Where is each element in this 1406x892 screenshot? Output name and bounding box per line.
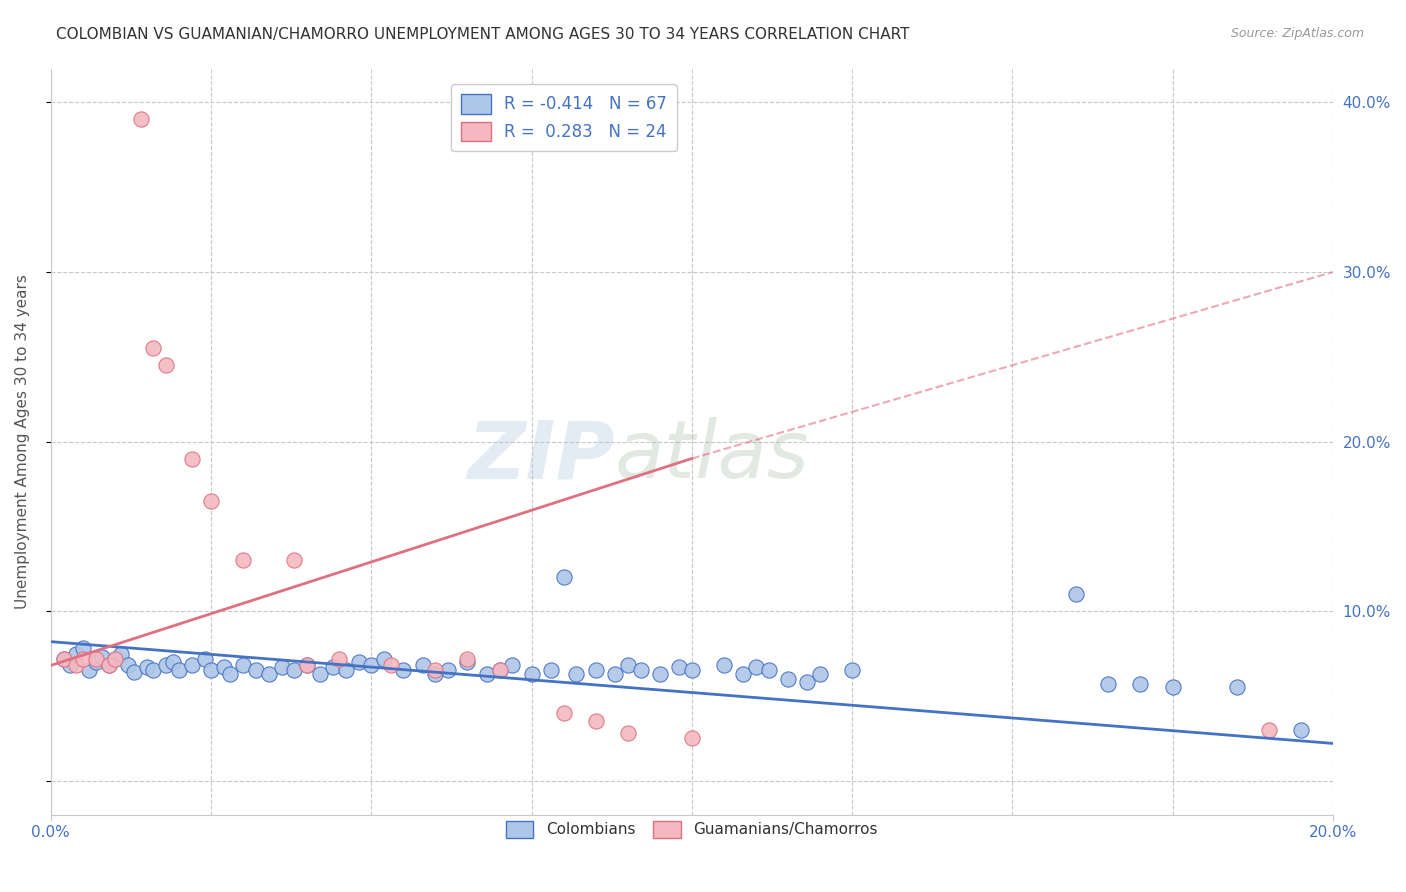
Point	[155, 658, 177, 673]
Point	[84, 651, 107, 665]
Point	[180, 451, 202, 466]
Point	[437, 664, 460, 678]
Point	[110, 647, 132, 661]
Point	[540, 664, 562, 678]
Text: Source: ZipAtlas.com: Source: ZipAtlas.com	[1230, 27, 1364, 40]
Point	[681, 664, 703, 678]
Point	[91, 649, 114, 664]
Point	[194, 651, 217, 665]
Point	[603, 666, 626, 681]
Point	[475, 666, 498, 681]
Point	[180, 658, 202, 673]
Point	[142, 341, 165, 355]
Point	[616, 726, 638, 740]
Point	[200, 664, 222, 678]
Point	[1066, 587, 1088, 601]
Point	[283, 664, 305, 678]
Point	[328, 651, 350, 665]
Point	[122, 665, 145, 680]
Point	[373, 651, 395, 665]
Point	[84, 655, 107, 669]
Point	[97, 658, 120, 673]
Point	[59, 658, 82, 673]
Point	[232, 553, 254, 567]
Point	[283, 553, 305, 567]
Point	[65, 658, 87, 673]
Point	[520, 666, 543, 681]
Point	[392, 664, 415, 678]
Point	[488, 664, 510, 678]
Point	[167, 664, 190, 678]
Y-axis label: Unemployment Among Ages 30 to 34 years: Unemployment Among Ages 30 to 34 years	[15, 274, 30, 609]
Point	[1129, 677, 1152, 691]
Point	[456, 651, 478, 665]
Point	[1226, 681, 1249, 695]
Point	[347, 655, 370, 669]
Point	[212, 660, 235, 674]
Point	[1097, 677, 1119, 691]
Point	[117, 658, 139, 673]
Point	[585, 714, 607, 729]
Point	[808, 666, 831, 681]
Point	[648, 666, 671, 681]
Text: ZIP: ZIP	[468, 417, 614, 495]
Point	[425, 666, 447, 681]
Point	[322, 660, 344, 674]
Point	[585, 664, 607, 678]
Point	[681, 731, 703, 746]
Point	[1161, 681, 1184, 695]
Point	[52, 651, 75, 665]
Point	[142, 664, 165, 678]
Point	[162, 655, 184, 669]
Point	[309, 666, 332, 681]
Point	[553, 570, 575, 584]
Point	[501, 658, 523, 673]
Point	[232, 658, 254, 673]
Text: COLOMBIAN VS GUAMANIAN/CHAMORRO UNEMPLOYMENT AMONG AGES 30 TO 34 YEARS CORRELATI: COLOMBIAN VS GUAMANIAN/CHAMORRO UNEMPLOY…	[56, 27, 910, 42]
Point	[155, 358, 177, 372]
Point	[733, 666, 755, 681]
Legend: Colombians, Guamanians/Chamorros: Colombians, Guamanians/Chamorros	[499, 814, 884, 845]
Point	[72, 641, 94, 656]
Point	[713, 658, 735, 673]
Point	[380, 658, 402, 673]
Point	[52, 651, 75, 665]
Point	[616, 658, 638, 673]
Point	[200, 494, 222, 508]
Point	[630, 664, 652, 678]
Point	[1289, 723, 1312, 737]
Point	[668, 660, 690, 674]
Point	[79, 664, 101, 678]
Point	[104, 651, 127, 665]
Point	[97, 658, 120, 673]
Point	[335, 664, 357, 678]
Point	[360, 658, 382, 673]
Point	[72, 651, 94, 665]
Point	[257, 666, 280, 681]
Point	[841, 664, 863, 678]
Point	[245, 664, 267, 678]
Point	[565, 666, 588, 681]
Point	[745, 660, 768, 674]
Point	[104, 651, 127, 665]
Point	[1257, 723, 1279, 737]
Point	[136, 660, 159, 674]
Text: atlas: atlas	[614, 417, 810, 495]
Point	[456, 655, 478, 669]
Point	[553, 706, 575, 720]
Point	[758, 664, 780, 678]
Point	[412, 658, 434, 673]
Point	[297, 658, 319, 673]
Point	[219, 666, 242, 681]
Point	[270, 660, 292, 674]
Point	[488, 664, 510, 678]
Point	[796, 675, 818, 690]
Point	[129, 112, 152, 127]
Point	[425, 664, 447, 678]
Point	[776, 672, 799, 686]
Point	[297, 658, 319, 673]
Point	[65, 647, 87, 661]
